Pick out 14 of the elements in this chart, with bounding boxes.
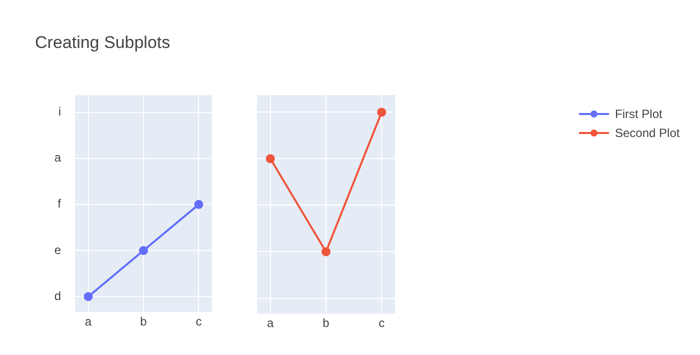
- x-tick-label: a: [84, 314, 92, 328]
- x-tick-label: c: [378, 316, 385, 330]
- text: e: [54, 242, 62, 257]
- x-tick-label: c: [196, 314, 202, 328]
- chart-title: Creating Subplots: [35, 33, 170, 53]
- legend-label: Second Plot: [615, 126, 680, 140]
- x-tick-label: b: [140, 314, 148, 328]
- x-tick-label: a: [267, 316, 274, 330]
- text: d: [54, 288, 61, 303]
- text: f: [58, 196, 62, 211]
- legend-label: First Plot: [615, 106, 662, 120]
- x-tick-label: b: [322, 316, 330, 330]
- text: a: [54, 150, 62, 165]
- text: i: [58, 104, 61, 119]
